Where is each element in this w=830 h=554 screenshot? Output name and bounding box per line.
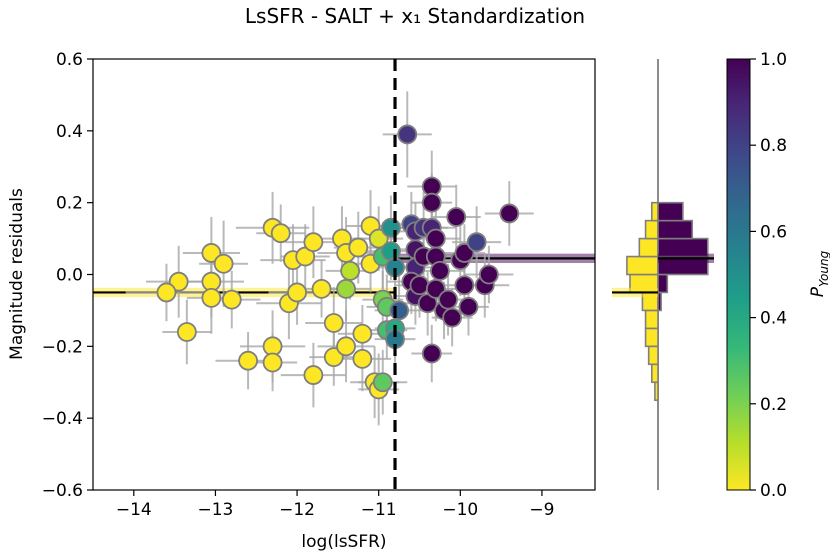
data-point — [213, 253, 234, 274]
data-point — [446, 207, 467, 227]
data-point — [478, 264, 499, 285]
data-point — [442, 307, 463, 328]
old-histogram-bar — [657, 291, 662, 312]
data-point — [270, 223, 291, 244]
data-point — [156, 282, 177, 303]
x-tick-label: −9 — [529, 500, 554, 520]
data-point — [421, 343, 442, 364]
chart-title: LsSFR - SALT + x₁ Standardization — [245, 4, 585, 28]
old-histogram-bar — [657, 219, 694, 240]
colorbar-gradient — [726, 58, 751, 491]
young-histogram-bar — [647, 345, 659, 366]
colorbar-tick-label: 0.8 — [760, 136, 787, 156]
x-tick-label: −11 — [361, 500, 397, 520]
colorbar-tick-label: 0.0 — [760, 481, 787, 501]
x-axis-ticks: −14 −13 −12 −11 −10 −9 — [116, 490, 554, 520]
data-point — [499, 203, 520, 224]
data-point — [348, 237, 369, 258]
y-tick-label: 0.2 — [56, 194, 83, 214]
data-point — [262, 352, 283, 373]
data-point — [381, 217, 401, 238]
data-point — [176, 322, 197, 342]
data-point — [323, 313, 344, 333]
histogram-mean-lines — [612, 253, 714, 298]
colorbar: 0.0 0.2 0.4 0.6 0.8 1.0 PYoung — [726, 50, 830, 501]
data-point — [438, 289, 458, 310]
y-tick-label: 0.6 — [56, 50, 83, 70]
y-tick-label: 0.0 — [56, 266, 83, 286]
data-point — [381, 241, 401, 262]
data-point — [421, 192, 442, 213]
colorbar-label-subscript: Young — [817, 250, 830, 287]
data-point — [311, 278, 332, 299]
data-point — [389, 300, 409, 321]
young-histogram-bar — [644, 309, 659, 330]
young-histogram-bar — [650, 201, 659, 222]
x-axis-label: log(lsSFR) — [301, 532, 386, 552]
x-tick-label: −10 — [442, 500, 478, 520]
young-histogram-bar — [626, 255, 659, 276]
data-point — [352, 323, 373, 344]
data-point — [466, 232, 487, 253]
y-tick-label: 0.4 — [56, 122, 83, 142]
data-point — [430, 261, 450, 281]
data-point — [287, 282, 307, 303]
data-point — [409, 275, 430, 296]
young-histogram-bar — [644, 219, 659, 240]
data-point — [323, 347, 344, 368]
old-histogram-bar — [657, 273, 669, 294]
old-histogram-bar — [657, 201, 684, 222]
y-tick-label: −0.4 — [42, 409, 83, 429]
data-point — [201, 243, 222, 263]
young-histogram-bar — [638, 237, 659, 258]
x-tick-label: −14 — [116, 500, 152, 520]
data-point — [340, 261, 361, 281]
scatter-points — [156, 124, 520, 400]
data-point — [303, 232, 324, 253]
colorbar-tick-label: 0.6 — [760, 222, 787, 242]
data-point — [458, 296, 479, 317]
colorbar-label-main: P — [808, 286, 828, 297]
y-axis-label: Magnitude residuals — [7, 188, 27, 360]
colorbar-tick-label: 0.4 — [760, 309, 787, 329]
data-point — [238, 350, 258, 371]
young-histogram-bar — [650, 363, 659, 384]
data-point — [352, 349, 373, 369]
young-histogram-bar — [644, 327, 659, 348]
data-point — [303, 365, 324, 385]
y-axis-ticks: −0.6 −0.4 −0.2 0.0 0.2 0.4 0.6 — [42, 50, 93, 501]
young-histogram-bar — [654, 381, 659, 402]
histogram-bars — [626, 201, 709, 402]
side-histogram — [612, 59, 714, 490]
data-point — [372, 372, 393, 393]
colorbar-ticks: 0.0 0.2 0.4 0.6 0.8 1.0 — [750, 50, 787, 501]
x-tick-label: −12 — [279, 500, 315, 520]
data-point — [168, 271, 189, 292]
colorbar-tick-label: 1.0 — [760, 50, 787, 70]
colorbar-tick-label: 0.2 — [760, 395, 787, 415]
data-point — [454, 275, 475, 296]
data-point — [454, 243, 475, 263]
data-point — [397, 124, 418, 145]
x-tick-label: −13 — [197, 500, 233, 520]
data-point — [201, 287, 222, 308]
data-point — [336, 336, 356, 357]
main-plot: −14 −13 −12 −11 −10 −9 −0.6 −0.4 −0.2 0.0 0.2 0.4 0… — [7, 50, 596, 552]
data-point — [221, 289, 242, 310]
y-tick-label: −0.2 — [42, 337, 83, 357]
y-tick-label: −0.6 — [42, 481, 83, 501]
data-point — [425, 228, 446, 249]
data-point — [336, 278, 356, 299]
colorbar-label: PYoung — [808, 250, 830, 297]
